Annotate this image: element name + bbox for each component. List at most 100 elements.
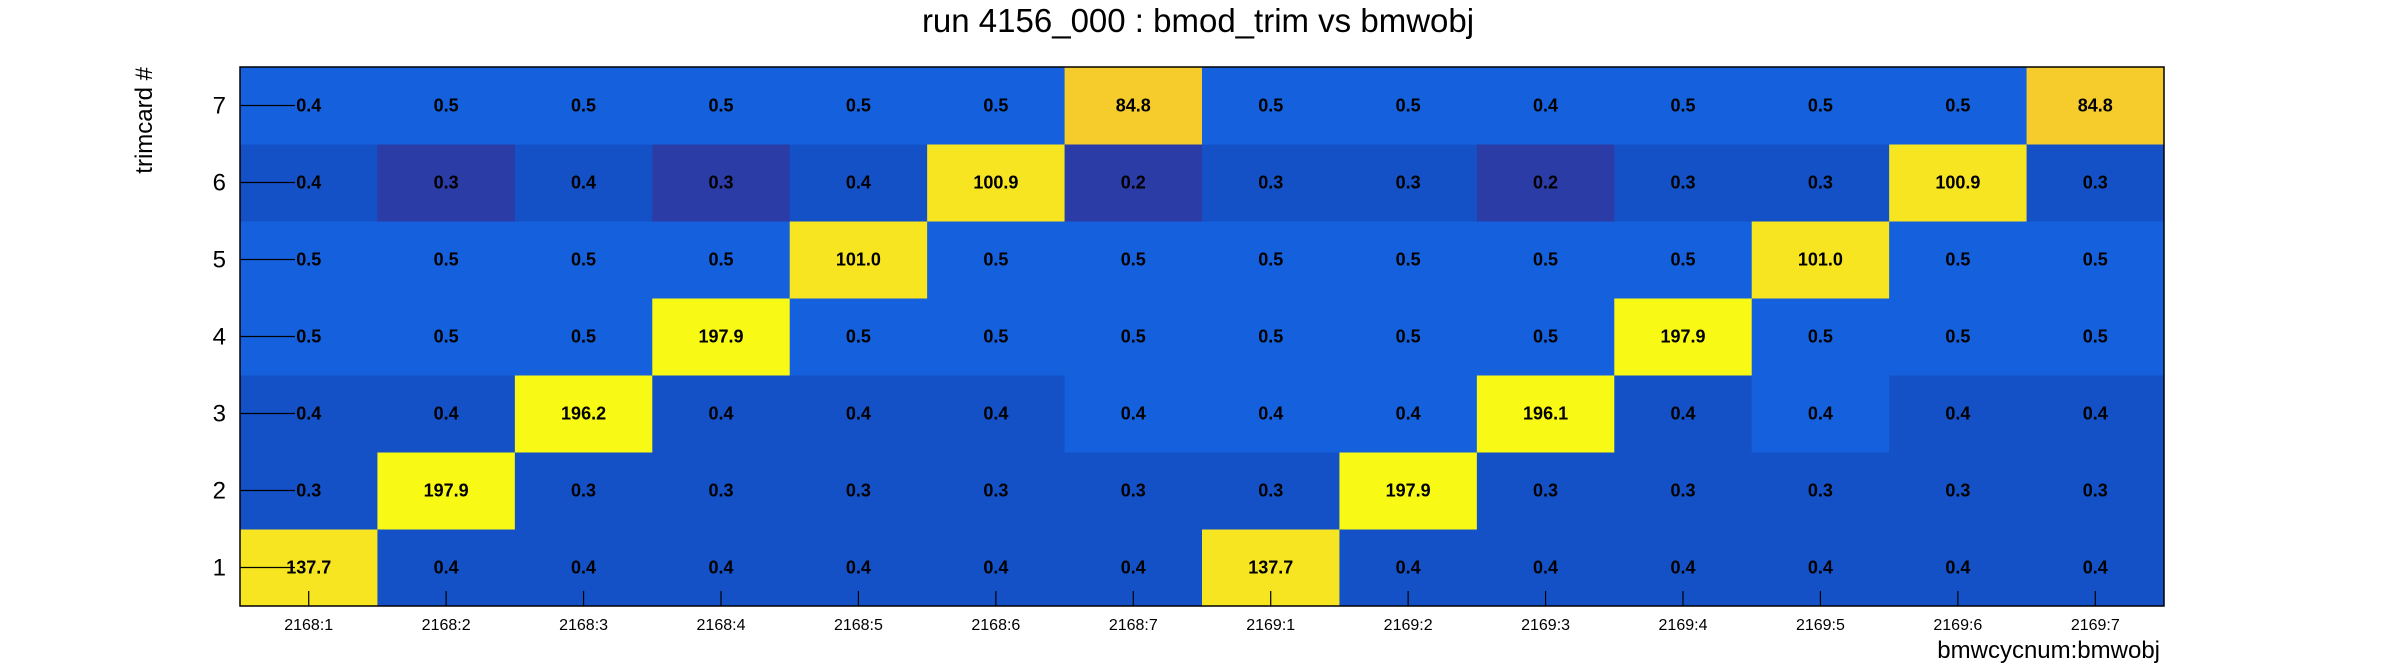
heatmap-cell: [1476, 67, 1615, 145]
heatmap-cell: [927, 452, 1066, 530]
y-tick-label: 3: [213, 401, 226, 428]
heatmap-cell: [1476, 144, 1615, 222]
heatmap-cell: [1751, 144, 1890, 222]
cell-value-label: 0.4: [983, 558, 1008, 578]
heatmap-cell: [1476, 375, 1615, 453]
heatmap-cell: [377, 298, 516, 376]
heatmap-cell: [1202, 221, 1340, 299]
cell-value-label: 0.4: [2083, 558, 2108, 578]
cell-value-label: 0.3: [1945, 481, 1970, 501]
x-tick-label: 2168:7: [1109, 617, 1158, 634]
heatmap-cell: [1339, 144, 1478, 222]
cell-value-label: 0.3: [1121, 481, 1146, 501]
cell-value-label: 100.9: [973, 173, 1018, 193]
heatmap-cell: [1614, 67, 1753, 145]
cell-value-label: 0.4: [434, 404, 459, 424]
cell-value-label: 0.5: [1808, 327, 1833, 347]
heatmap-cell: [927, 144, 1066, 222]
heatmap-cell: [652, 67, 791, 145]
heatmap-cell: [1339, 298, 1478, 376]
heatmap-cell: [927, 298, 1066, 376]
heatmap-cell: [514, 375, 653, 453]
cell-value-label: 0.4: [846, 173, 871, 193]
heatmap-cell: [1751, 298, 1890, 376]
cell-value-label: 0.3: [434, 173, 459, 193]
cell-value-label: 0.3: [571, 481, 596, 501]
cell-value-label: 100.9: [1935, 173, 1980, 193]
heatmap-cell: [1751, 67, 1890, 145]
heatmap-cell: [514, 221, 653, 299]
cell-value-label: 0.4: [846, 404, 871, 424]
cell-value-label: 0.5: [2083, 327, 2108, 347]
cell-value-label: 0.5: [1670, 250, 1695, 270]
heatmap-cell: [652, 144, 791, 222]
heatmap-cell: [1614, 144, 1753, 222]
heatmap-cell: [1614, 221, 1753, 299]
cell-value-label: 84.8: [2078, 96, 2113, 116]
y-axis-label: trimcard #: [131, 66, 158, 173]
heatmap-cell-labels: 137.7 0.4 0.4 0.4 0.4 0.4 0.4 137.7 0.4 0.4 0.4 0.4…: [286, 96, 2113, 578]
y-tick-label: 6: [213, 170, 226, 197]
x-tick-label: 2169:6: [1933, 617, 1982, 634]
heatmap-cells: [240, 67, 2165, 607]
heatmap-cell: [377, 144, 516, 222]
heatmap-cell: [2026, 221, 2165, 299]
cell-value-label: 0.5: [434, 327, 459, 347]
x-axis-label: bmwcycnum:bmwobj: [1937, 637, 2160, 664]
cell-value-label: 0.4: [296, 173, 321, 193]
cell-value-label: 0.5: [296, 327, 321, 347]
cell-value-label: 0.5: [1945, 96, 1970, 116]
heatmap-cell: [1202, 298, 1340, 376]
cell-value-label: 0.5: [1396, 327, 1421, 347]
x-tick-label: 2169:2: [1384, 617, 1433, 634]
cell-value-label: 0.2: [1533, 173, 1558, 193]
cell-value-label: 0.5: [983, 327, 1008, 347]
heatmap-cell: [789, 221, 928, 299]
cell-value-label: 0.5: [846, 327, 871, 347]
cell-value-label: 0.5: [1670, 96, 1695, 116]
cell-value-label: 0.4: [1533, 558, 1558, 578]
cell-value-label: 101.0: [836, 250, 881, 270]
x-tick-label: 2169:4: [1659, 617, 1708, 634]
heatmap-cell: [2026, 375, 2165, 453]
heatmap-cell: [1889, 452, 2028, 530]
heatmap-cell: [1889, 375, 2028, 453]
cell-value-label: 0.4: [983, 404, 1008, 424]
heatmap-cell: [377, 375, 516, 453]
heatmap-cell: [1614, 452, 1753, 530]
cell-value-label: 0.4: [1533, 96, 1558, 116]
x-tick-label: 2169:7: [2071, 617, 2120, 634]
cell-value-label: 137.7: [286, 558, 331, 578]
heatmap-cell: [2026, 67, 2165, 145]
cell-value-label: 0.5: [571, 250, 596, 270]
x-tick-label: 2168:6: [971, 617, 1020, 634]
cell-value-label: 0.4: [846, 558, 871, 578]
cell-value-label: 0.5: [571, 96, 596, 116]
cell-value-label: 0.5: [1121, 327, 1146, 347]
heatmap-cell: [652, 375, 791, 453]
heatmap-cell: [1064, 452, 1203, 530]
heatmap-cell: [1889, 67, 2028, 145]
heatmap-cell: [789, 452, 928, 530]
cell-value-label: 0.5: [1258, 250, 1283, 270]
x-tick-label: 2168:4: [697, 617, 746, 634]
heatmap-cell: [1889, 298, 2028, 376]
heatmap-cell: [1614, 298, 1753, 376]
heatmap-cell: [1889, 144, 2028, 222]
y-tick-label: 2: [213, 478, 226, 505]
heatmap-cell: [377, 452, 516, 530]
cell-value-label: 0.3: [1258, 173, 1283, 193]
heatmap-cell: [1751, 375, 1890, 453]
x-tick-label: 2169:3: [1521, 617, 1570, 634]
heatmap-cell: [377, 221, 516, 299]
cell-value-label: 0.5: [571, 327, 596, 347]
cell-value-label: 0.3: [708, 173, 733, 193]
heatmap-cell: [652, 298, 791, 376]
cell-value-label: 0.5: [1258, 96, 1283, 116]
heatmap-cell: [652, 452, 791, 530]
cell-value-label: 0.4: [1945, 404, 1970, 424]
cell-value-label: 197.9: [1386, 481, 1431, 501]
cell-value-label: 0.4: [571, 173, 596, 193]
heatmap-cell: [514, 67, 653, 145]
